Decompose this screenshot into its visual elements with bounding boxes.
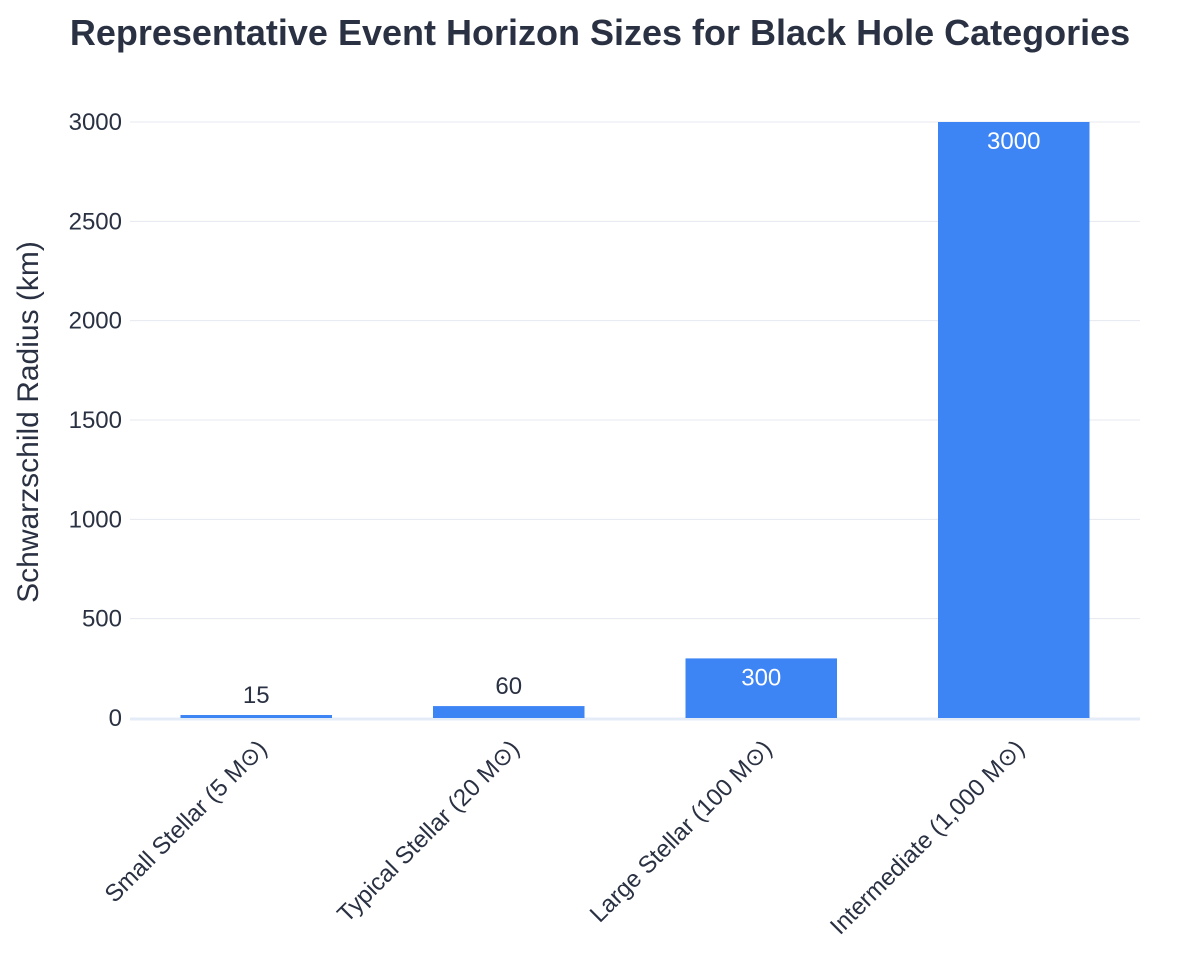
y-tick-label: 500 [82, 606, 122, 633]
y-tick-label: 1500 [69, 407, 122, 434]
data-label: 3000 [987, 128, 1040, 155]
y-axis-ticks: 0 500 1000 1500 2000 2500 3000 [69, 109, 122, 732]
y-tick-label: 0 [109, 705, 122, 732]
x-tick-label: Small Stellar (5 M⊙) [100, 735, 273, 908]
y-tick-label: 1000 [69, 506, 122, 533]
x-tick-label: Large Stellar (100 M⊙) [585, 735, 778, 928]
data-label: 15 [243, 682, 270, 709]
bars [180, 122, 1090, 718]
data-label: 300 [741, 664, 781, 691]
bar [433, 706, 585, 718]
bar [180, 715, 332, 718]
y-tick-label: 3000 [69, 109, 122, 136]
gridlines [130, 121, 1140, 721]
chart-title: Representative Event Horizon Sizes for B… [70, 12, 1130, 53]
data-label: 60 [495, 673, 522, 700]
bar [938, 122, 1090, 718]
x-axis-ticks: Small Stellar (5 M⊙) Typical Stellar (20 … [100, 735, 1030, 940]
y-tick-label: 2500 [69, 208, 122, 235]
x-tick-label: Intermediate (1,000 M⊙) [825, 735, 1030, 940]
y-tick-label: 2000 [69, 308, 122, 335]
y-axis-label: Schwarzschild Radius (km) [12, 241, 45, 603]
bar [685, 658, 837, 718]
x-tick-label: Typical Stellar (20 M⊙) [332, 735, 525, 928]
data-labels: 15 60 300 3000 [243, 128, 1041, 709]
